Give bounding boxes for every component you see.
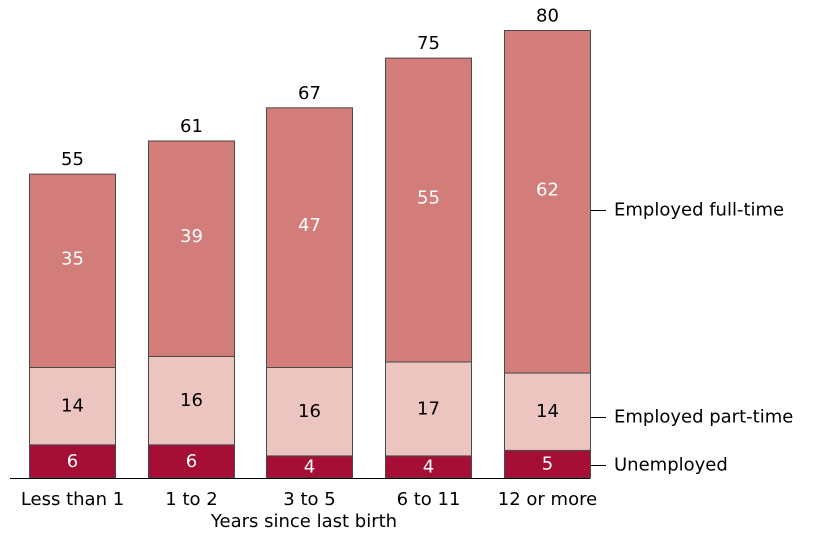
segment-value-label: 14	[61, 396, 84, 417]
x-tick-label: 6 to 11	[397, 489, 461, 510]
segment-value-label: 17	[417, 398, 440, 419]
bar-segment	[148, 355, 235, 446]
segment-value-label: 16	[180, 390, 203, 411]
legend-label: Employed full-time	[614, 200, 784, 221]
bar-total-label: 55	[61, 149, 84, 170]
segment-value-label: 39	[180, 226, 203, 247]
segment-value-label: 55	[417, 188, 440, 209]
bar-segment	[385, 57, 472, 363]
bar-segment	[148, 140, 235, 357]
x-tick-label: 3 to 5	[283, 489, 335, 510]
legend-label: Employed part-time	[614, 407, 793, 428]
legend: Unemployed Employed part-time Employed ful…	[590, 200, 793, 476]
legend-label: Unemployed	[614, 455, 728, 476]
x-tick-label: 1 to 2	[165, 489, 217, 510]
segment-value-label: 16	[298, 401, 321, 422]
bar-segment	[504, 29, 591, 374]
bar-total-label: 75	[417, 33, 440, 54]
segment-value-label: 4	[304, 456, 315, 477]
bar-segment	[148, 444, 235, 479]
bars-group	[29, 29, 591, 479]
bar-segment	[266, 107, 353, 368]
bar-segment	[29, 173, 116, 368]
x-tick-label: 12 or more	[498, 489, 597, 510]
segment-value-label: 5	[542, 454, 553, 475]
segment-value-label: 4	[423, 456, 434, 477]
bar-segment	[504, 372, 591, 451]
x-tick-label: Less than 1	[21, 489, 124, 510]
x-axis-title: Years since last birth	[210, 511, 397, 532]
bar-segment	[504, 449, 591, 479]
bar-total-label: 61	[180, 116, 203, 137]
bar-total-label: 80	[536, 5, 559, 26]
bar-total-label: 67	[298, 83, 321, 104]
bar-segment	[29, 367, 116, 446]
bar-segment	[385, 361, 472, 457]
segment-value-label: 62	[536, 179, 559, 200]
segment-value-label: 6	[186, 451, 197, 472]
segment-value-label: 47	[298, 215, 321, 236]
segment-value-label: 6	[67, 451, 78, 472]
segment-value-label: 35	[61, 248, 84, 269]
labels-group: 6 14 35 55 Less than 1 6 16 39 61 1 to 2 4 16 47 67 3 …	[21, 5, 597, 510]
bar-segment	[266, 367, 353, 457]
bar-segment	[29, 444, 116, 479]
segment-value-label: 14	[536, 401, 559, 422]
